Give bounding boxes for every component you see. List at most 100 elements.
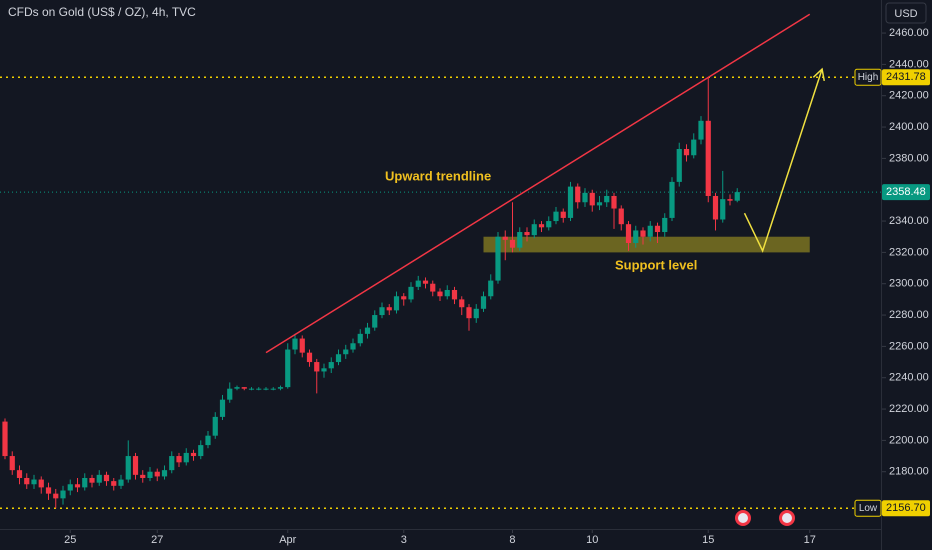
candle-body <box>517 232 523 248</box>
y-tick-label: 2280.00 <box>889 309 929 321</box>
candle-body <box>161 470 168 477</box>
candle-body <box>125 456 131 480</box>
event-flag-inner <box>738 513 748 523</box>
candle-body <box>444 289 450 297</box>
candle-body <box>176 456 182 463</box>
x-tick-label: 27 <box>151 534 163 546</box>
candle-body <box>263 388 269 390</box>
candle-body <box>256 388 262 390</box>
candle-body <box>132 456 139 475</box>
candle-body <box>553 211 559 222</box>
y-tick-label: 2180.00 <box>889 466 929 478</box>
y-tick-label: 2300.00 <box>889 278 929 290</box>
high-tag-label: High <box>858 72 879 83</box>
candle-body <box>74 484 81 488</box>
candle-body <box>524 232 530 236</box>
candle-body <box>604 195 610 203</box>
candle-body <box>683 148 690 156</box>
candle-body <box>654 225 661 233</box>
candle-body <box>31 479 37 485</box>
candle-body <box>466 307 472 319</box>
y-tick-label: 2440.00 <box>889 58 929 70</box>
currency-label[interactable]: USD <box>894 8 917 20</box>
candle-body <box>473 308 479 319</box>
candle-body <box>386 307 392 311</box>
candle-body <box>618 208 624 225</box>
candle-body <box>589 192 595 206</box>
annotation: Upward trendline <box>385 168 491 183</box>
arrow-head <box>812 67 826 82</box>
candle-body <box>38 479 44 488</box>
y-tick-label: 2340.00 <box>889 215 929 227</box>
x-tick-label: 17 <box>804 534 816 546</box>
candle-body <box>96 474 102 483</box>
candle-body <box>633 230 639 243</box>
low-price-box <box>882 500 930 517</box>
high-price-label: 2431.78 <box>886 71 926 83</box>
low-tag <box>854 499 882 517</box>
candle-body <box>727 199 733 201</box>
candle-body <box>662 217 668 233</box>
candle-body <box>169 456 175 471</box>
candle-body <box>314 362 320 372</box>
candle-body <box>147 471 153 478</box>
candle-body <box>248 388 255 390</box>
chart-title: CFDs on Gold (US$ / OZ), 4h, TVC <box>8 5 196 19</box>
candle-body <box>408 286 414 300</box>
high-price-box <box>882 69 930 86</box>
candle-body <box>415 280 421 287</box>
candle-body <box>437 291 443 297</box>
x-tick-label: Apr <box>279 534 296 546</box>
candle-body <box>328 362 334 369</box>
candle-body <box>343 349 349 355</box>
candle-body <box>205 435 211 446</box>
event-icons <box>735 510 795 526</box>
candle-body <box>502 236 508 240</box>
candle-body <box>118 479 124 486</box>
candle-body <box>103 474 110 482</box>
candle-body <box>546 221 552 228</box>
low-tag-label: Low <box>859 503 878 514</box>
candle-body <box>596 202 603 206</box>
candle-body <box>647 225 653 237</box>
candle-body <box>488 280 494 297</box>
candle-body <box>285 349 291 388</box>
candle-body <box>669 181 675 218</box>
candle-body <box>567 186 574 218</box>
candle-body <box>219 399 226 417</box>
x-tick-label: 8 <box>509 534 515 546</box>
candle-body <box>321 368 327 372</box>
candle-body <box>720 199 726 220</box>
candle-body <box>299 338 305 353</box>
x-tick-label: 3 <box>401 534 407 546</box>
candle-body <box>270 388 276 390</box>
y-tick-label: 2320.00 <box>889 246 929 258</box>
candle-body <box>82 477 88 488</box>
candle-body <box>401 296 407 300</box>
y-tick-label: 2240.00 <box>889 372 929 384</box>
x-tick-label: 25 <box>64 534 76 546</box>
candle-body <box>575 186 581 203</box>
candle-body <box>582 192 588 203</box>
candle-body <box>364 327 371 334</box>
candle-body <box>509 239 516 248</box>
y-tick-label: 2200.00 <box>889 434 929 446</box>
candle-body <box>480 296 487 309</box>
candle-body <box>24 477 30 485</box>
y-tick-label: 2220.00 <box>889 403 929 415</box>
candle-body <box>60 490 66 499</box>
candle-body <box>16 470 23 478</box>
candle-body <box>451 289 458 300</box>
candle-body <box>611 195 617 209</box>
candle-body <box>422 280 429 284</box>
candle-body <box>698 120 704 140</box>
x-tick-label: 15 <box>702 534 714 546</box>
currency-button[interactable] <box>885 2 927 24</box>
candle-body <box>234 387 240 389</box>
candle-body <box>154 471 160 477</box>
candle-body <box>227 388 233 400</box>
y-tick-label: 2400.00 <box>889 121 929 133</box>
candle-body <box>183 452 189 463</box>
candle-body <box>45 487 52 494</box>
